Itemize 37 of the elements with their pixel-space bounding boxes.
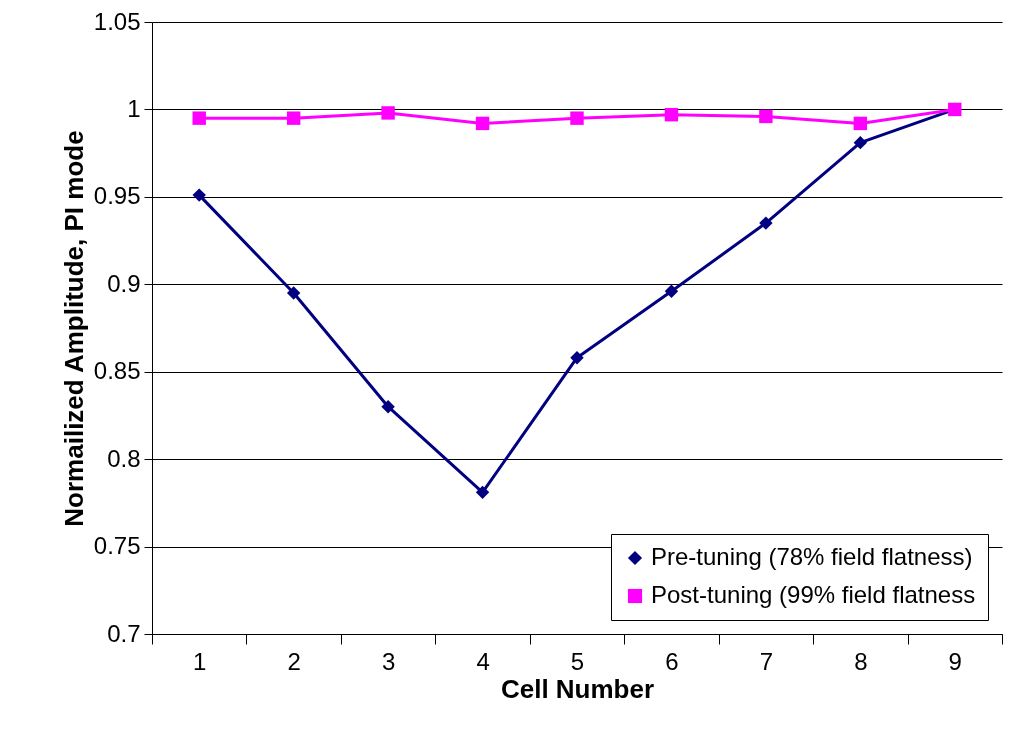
y-tick-label: 0.75 (93, 532, 141, 560)
x-tick-label: 1 (193, 647, 207, 675)
point (664, 107, 679, 122)
x-tick-label: 9 (948, 647, 962, 675)
point (475, 116, 490, 131)
y-tick-label: 0.9 (107, 269, 141, 297)
point (853, 116, 868, 131)
y-tick-label: 0.85 (93, 357, 141, 385)
point (381, 106, 395, 120)
x-tick-label: 5 (570, 647, 585, 675)
point (664, 284, 679, 298)
point (192, 188, 206, 202)
point (759, 216, 773, 230)
point (570, 351, 584, 365)
x-tick-label: 7 (759, 647, 774, 675)
x-tick-label: 3 (381, 647, 396, 675)
y-tick-label: 0.7 (107, 619, 141, 647)
point (286, 111, 301, 125)
point (570, 111, 584, 125)
point (853, 135, 868, 150)
x-axis-title: Cell Number (500, 673, 655, 704)
x-tick-label: 4 (476, 647, 490, 675)
point (286, 286, 301, 300)
y-tick-label: 0.8 (107, 444, 141, 472)
y-tick-label: 1.05 (93, 7, 141, 35)
point (475, 485, 490, 500)
legend-label: Pre-tuning (78% field flatness) (651, 543, 973, 570)
legend-label: Post-tuning (99% field flatness (651, 581, 976, 608)
x-tick-label: 6 (665, 647, 679, 675)
x-tick-label: 2 (287, 647, 301, 675)
point (381, 399, 395, 414)
y-tick-label: 1 (127, 94, 141, 122)
x-tick-label: 8 (854, 647, 868, 675)
point (759, 109, 773, 124)
y-tick-label: 0.95 (93, 182, 141, 210)
y-axis-title: Normailized Amplitude, PI mode (58, 130, 89, 527)
point (192, 111, 206, 125)
